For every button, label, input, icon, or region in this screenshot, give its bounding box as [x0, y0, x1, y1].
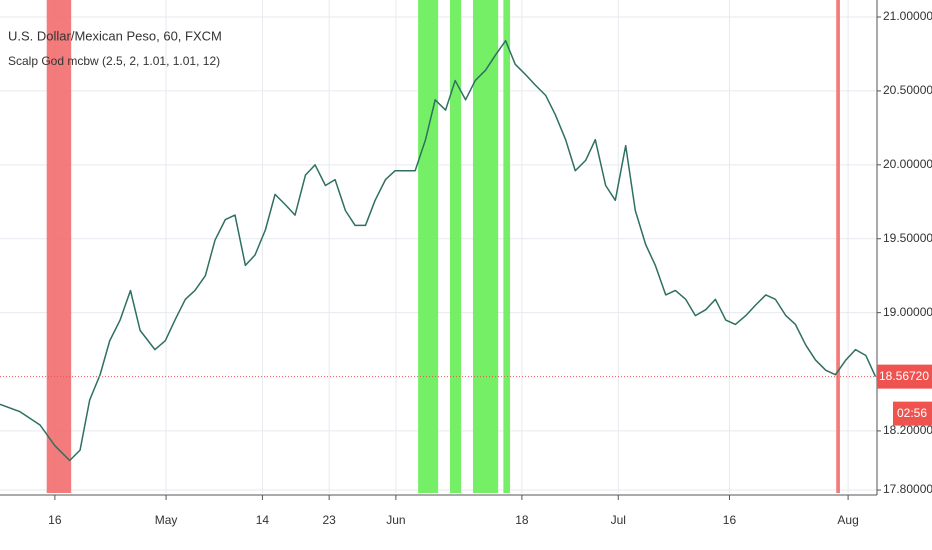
x-tick-label: Jun — [386, 513, 405, 527]
y-tick-label: 19.00000 — [883, 305, 932, 319]
price-line — [0, 39, 877, 462]
x-tick-label: May — [155, 513, 178, 527]
y-tick-label: 18.20000 — [883, 423, 932, 437]
highlight-bands — [46, 0, 840, 493]
highlight-band — [836, 0, 840, 493]
grid — [0, 0, 877, 493]
y-tick-label: 21.00000 — [883, 9, 932, 23]
y-tick-label: 20.00000 — [883, 157, 932, 171]
indicator-label: Scalp God mcbw (2.5, 2, 1.01, 1.01, 12) — [8, 54, 220, 68]
x-tick-label: 18 — [515, 513, 529, 527]
last-price-box — [877, 364, 932, 389]
highlight-band — [503, 0, 511, 493]
x-tick-label: 23 — [322, 513, 336, 527]
y-tick-label: 17.80000 — [883, 482, 932, 496]
x-tick-label: 14 — [256, 513, 270, 527]
highlight-band — [472, 0, 499, 493]
countdown-box — [893, 401, 932, 426]
highlight-band — [418, 0, 439, 493]
x-tick-label: Aug — [837, 513, 858, 527]
plot — [0, 39, 877, 462]
x-tick-label: 16 — [723, 513, 737, 527]
axes: 21.00000 20.50000 20.00000 19.50000 19.00000… — [0, 9, 932, 527]
chart-title: U.S. Dollar/Mexican Peso, 60, FXCM — [8, 28, 222, 43]
x-tick-label: 16 — [48, 513, 62, 527]
last-price-label: 18.56720 — [879, 369, 929, 383]
x-tick-label: Jul — [611, 513, 626, 527]
y-tick-label: 20.50000 — [883, 83, 932, 97]
countdown-label: 02:56 — [897, 406, 927, 420]
highlight-band — [449, 0, 462, 493]
highlight-band — [46, 0, 72, 493]
y-tick-label: 19.50000 — [883, 231, 932, 245]
